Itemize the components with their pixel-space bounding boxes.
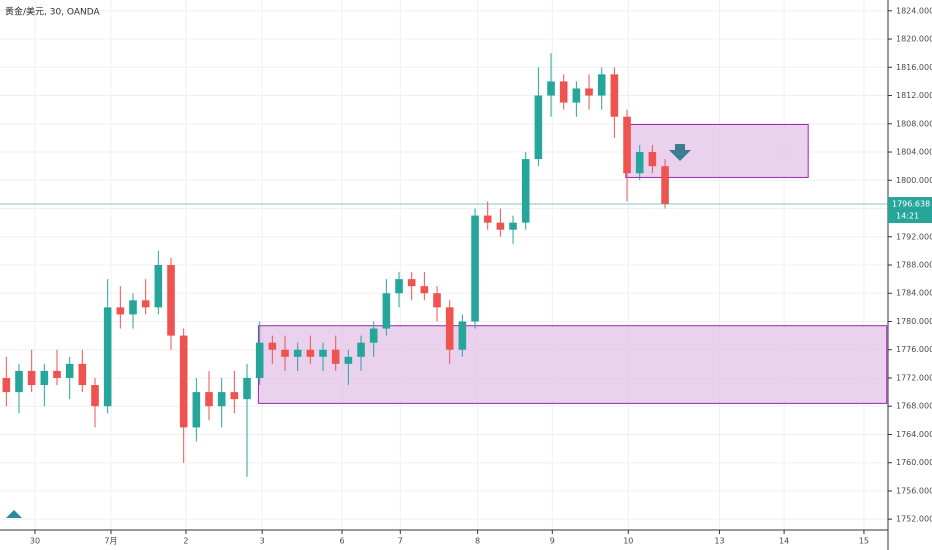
candle-body bbox=[369, 328, 378, 343]
zone bbox=[257, 325, 888, 404]
candle-body bbox=[420, 286, 429, 294]
candle-body bbox=[78, 363, 87, 386]
y-tick-label: 1780.000 bbox=[896, 317, 932, 326]
zone bbox=[625, 123, 809, 178]
candle-body bbox=[255, 342, 264, 378]
y-tick-label: 1808.000 bbox=[896, 119, 932, 128]
candles bbox=[2, 53, 669, 477]
candle-body bbox=[268, 342, 277, 350]
y-tick-label: 1824.000 bbox=[896, 6, 932, 15]
candle-body bbox=[597, 74, 606, 96]
candle-body bbox=[331, 349, 340, 364]
candle-body bbox=[167, 265, 175, 336]
candle-body bbox=[509, 222, 517, 230]
x-tick-label: 8 bbox=[475, 537, 480, 546]
candle-body bbox=[103, 307, 112, 407]
candle-body bbox=[293, 349, 302, 357]
last-price-label: 1796.638 bbox=[892, 200, 930, 209]
candle-body bbox=[129, 300, 137, 315]
y-tick-label: 1756.000 bbox=[896, 486, 932, 495]
y-tick-label: 1768.000 bbox=[896, 402, 932, 411]
y-tick-label: 1764.000 bbox=[896, 430, 932, 439]
logo bbox=[6, 510, 22, 518]
x-tick-label: 9 bbox=[550, 537, 555, 546]
x-tick-label: 15 bbox=[859, 537, 869, 546]
candle-body bbox=[2, 377, 11, 393]
candle-body bbox=[27, 370, 36, 386]
candle-body bbox=[179, 335, 188, 428]
last-price-box bbox=[888, 197, 932, 224]
x-tick-label: 7月 bbox=[104, 537, 117, 546]
candle-body bbox=[154, 265, 163, 308]
candle-body bbox=[306, 349, 315, 357]
candle-body bbox=[395, 279, 403, 294]
y-tick-label: 1792.000 bbox=[896, 232, 932, 241]
candle-body bbox=[496, 222, 505, 230]
countdown-label: 14:21 bbox=[896, 212, 919, 221]
candle-body bbox=[192, 392, 201, 428]
y-tick-label: 1804.000 bbox=[896, 148, 932, 157]
candle-body bbox=[243, 377, 251, 400]
candle-body bbox=[319, 349, 327, 357]
candle-body bbox=[217, 392, 226, 407]
x-tick-label: 30 bbox=[30, 537, 40, 546]
x-tick-label: 2 bbox=[183, 537, 188, 546]
candle-body bbox=[547, 81, 555, 96]
candle-body bbox=[65, 363, 74, 378]
candle-body bbox=[661, 166, 669, 205]
y-tick-label: 1816.000 bbox=[896, 63, 932, 72]
y-tick-label: 1760.000 bbox=[896, 458, 932, 467]
x-tick-label: 14 bbox=[779, 537, 789, 546]
candle-body bbox=[445, 307, 454, 350]
candle-body bbox=[116, 307, 125, 315]
down-arrow bbox=[669, 144, 691, 161]
candle-body bbox=[623, 116, 631, 174]
candle-body bbox=[53, 370, 61, 378]
candle-body bbox=[344, 356, 353, 364]
candle-body bbox=[281, 349, 289, 357]
y-tick-label: 1812.000 bbox=[896, 91, 932, 100]
candle-body bbox=[610, 74, 619, 117]
y-tick-label: 1784.000 bbox=[896, 289, 932, 298]
candle-body bbox=[382, 293, 391, 329]
y-tick-label: 1820.000 bbox=[896, 35, 932, 44]
x-tick-label: 3 bbox=[260, 537, 265, 546]
candle-body bbox=[559, 81, 568, 103]
candle-body bbox=[407, 279, 416, 287]
candle-body bbox=[585, 88, 593, 96]
candle-body bbox=[141, 300, 150, 308]
y-tick-label: 1800.000 bbox=[896, 176, 932, 185]
candle-body bbox=[471, 215, 479, 322]
candle-body bbox=[483, 215, 492, 223]
candle-body bbox=[521, 159, 530, 223]
candle-body bbox=[433, 293, 441, 308]
candle-body bbox=[91, 385, 99, 407]
candle-body bbox=[205, 392, 213, 407]
candle-body bbox=[635, 152, 644, 174]
candle-body bbox=[40, 370, 49, 386]
candle-body bbox=[572, 88, 581, 103]
y-tick-label: 1752.000 bbox=[896, 515, 932, 524]
x-tick-label: 6 bbox=[339, 537, 344, 546]
y-tick-label: 1788.000 bbox=[896, 261, 932, 270]
x-tick-label: 10 bbox=[623, 537, 633, 546]
x-tick-label: 13 bbox=[714, 537, 724, 546]
candle-body bbox=[534, 95, 543, 160]
candle-body bbox=[458, 321, 467, 350]
candle-body bbox=[15, 370, 23, 393]
zones bbox=[257, 123, 888, 404]
chart-title: 黄金/美元, 30, OANDA bbox=[5, 6, 101, 18]
axes: 1752.000 1756.000 1760.000 1764.000 1768.000… bbox=[0, 6, 932, 546]
candle-body bbox=[648, 152, 657, 167]
x-tick-label: 7 bbox=[398, 537, 403, 546]
candle-body bbox=[357, 342, 365, 357]
y-tick-label: 1772.000 bbox=[896, 373, 932, 382]
candle-body bbox=[230, 392, 239, 400]
y-tick-label: 1776.000 bbox=[896, 345, 932, 354]
